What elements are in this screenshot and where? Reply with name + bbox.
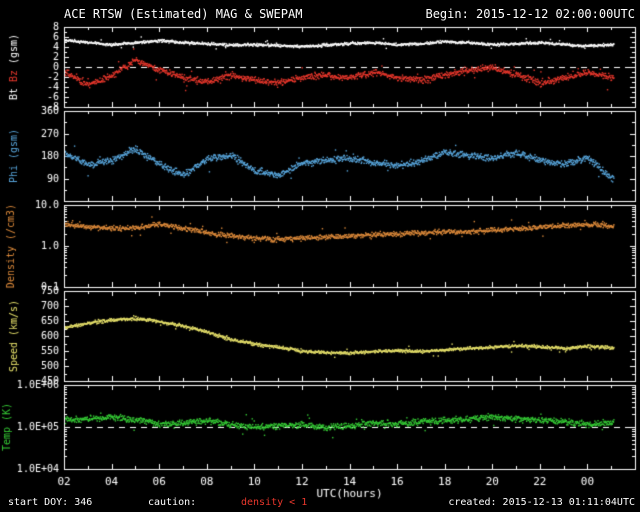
created-timestamp: created: 2015-12-13 01:11:04UTC <box>448 497 635 508</box>
caution-label: caution: <box>148 497 197 508</box>
caution-value: density < 1 <box>241 497 308 508</box>
begin-timestamp: Begin: 2015-12-12 02:00:00UTC <box>425 7 635 21</box>
start-doy-label: start DOY: 346 <box>8 497 93 508</box>
plot-title: ACE RTSW (Estimated) MAG & SWEPAM <box>64 7 303 21</box>
